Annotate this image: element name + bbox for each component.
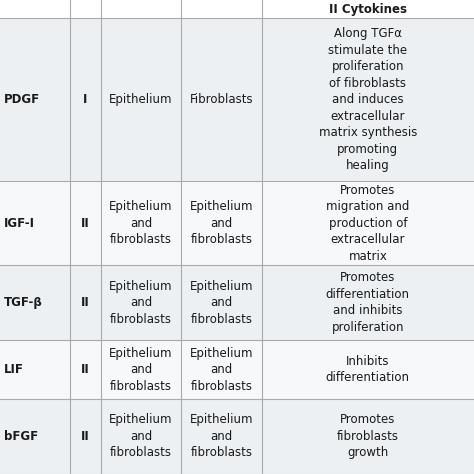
Bar [0, 340, 474, 399]
Text: II: II [81, 363, 90, 376]
Text: PDGF: PDGF [4, 93, 40, 106]
Text: Epithelium
and
fibroblasts: Epithelium and fibroblasts [109, 346, 173, 392]
Text: Promotes
migration and
production of
extracellular
matrix: Promotes migration and production of ext… [326, 184, 410, 263]
Text: TGF-β: TGF-β [4, 296, 43, 309]
Text: Epithelium
and
fibroblasts: Epithelium and fibroblasts [109, 200, 173, 246]
Bar [0, 265, 474, 340]
Text: Epithelium
and
fibroblasts: Epithelium and fibroblasts [190, 200, 253, 246]
Text: Epithelium
and
fibroblasts: Epithelium and fibroblasts [190, 346, 253, 392]
Text: LIF: LIF [4, 363, 24, 376]
Text: IGF-I: IGF-I [4, 217, 35, 230]
Text: Inhibits
differentiation: Inhibits differentiation [326, 355, 410, 384]
Text: Promotes
fibroblasts
growth: Promotes fibroblasts growth [337, 413, 399, 459]
Text: bFGF: bFGF [4, 430, 38, 443]
Text: I: I [83, 93, 88, 106]
Text: Epithelium
and
fibroblasts: Epithelium and fibroblasts [190, 413, 253, 459]
Text: II: II [81, 217, 90, 230]
Text: Epithelium
and
fibroblasts: Epithelium and fibroblasts [109, 280, 173, 326]
Text: II: II [81, 430, 90, 443]
Text: Epithelium
and
fibroblasts: Epithelium and fibroblasts [190, 280, 253, 326]
Bar [0, 399, 474, 474]
Text: II: II [81, 296, 90, 309]
Bar [0, 18, 474, 182]
Text: Fibroblasts: Fibroblasts [190, 93, 253, 106]
Text: Along TGFα
stimulate the
proliferation
of fibroblasts
and induces
extracellular
: Along TGFα stimulate the proliferation o… [319, 27, 417, 173]
Text: Epithelium
and
fibroblasts: Epithelium and fibroblasts [109, 413, 173, 459]
Bar [0, 182, 474, 265]
Text: II Cytokines: II Cytokines [329, 3, 407, 16]
Text: Epithelium: Epithelium [109, 93, 173, 106]
Text: Promotes
differentiation
and inhibits
proliferation: Promotes differentiation and inhibits pr… [326, 272, 410, 334]
